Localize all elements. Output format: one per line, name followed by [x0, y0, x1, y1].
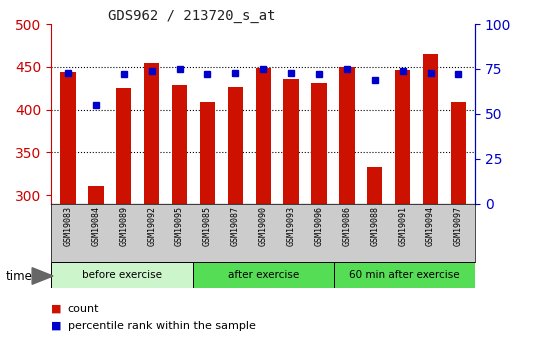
Text: GSM19096: GSM19096: [314, 206, 323, 246]
Bar: [367, 167, 382, 204]
Bar: [228, 87, 243, 204]
Bar: [334, 262, 475, 288]
Bar: [172, 85, 187, 204]
Text: GSM19087: GSM19087: [231, 206, 240, 246]
Text: before exercise: before exercise: [82, 270, 162, 280]
Bar: [284, 79, 299, 204]
Text: GSM19083: GSM19083: [64, 206, 72, 246]
Text: 60 min after exercise: 60 min after exercise: [349, 270, 460, 280]
Bar: [51, 262, 193, 288]
Bar: [312, 83, 327, 204]
Text: GSM19085: GSM19085: [203, 206, 212, 246]
Text: GSM19089: GSM19089: [119, 206, 129, 246]
Text: GSM19094: GSM19094: [426, 206, 435, 246]
Bar: [395, 70, 410, 204]
Text: GDS962 / 213720_s_at: GDS962 / 213720_s_at: [108, 9, 275, 23]
Bar: [339, 67, 355, 204]
Text: GSM19091: GSM19091: [398, 206, 407, 246]
Bar: [88, 186, 104, 204]
Bar: [200, 102, 215, 204]
Bar: [60, 72, 76, 204]
Text: time: time: [5, 269, 32, 283]
Text: ■: ■: [51, 304, 62, 314]
Text: GSM19093: GSM19093: [287, 206, 295, 246]
Text: GSM19092: GSM19092: [147, 206, 156, 246]
Bar: [423, 54, 438, 204]
Bar: [116, 88, 131, 204]
Polygon shape: [32, 268, 53, 284]
Text: GSM19086: GSM19086: [342, 206, 352, 246]
Text: ■: ■: [51, 321, 62, 331]
Text: GSM19090: GSM19090: [259, 206, 268, 246]
Text: GSM19084: GSM19084: [91, 206, 100, 246]
Bar: [144, 62, 159, 204]
Text: percentile rank within the sample: percentile rank within the sample: [68, 321, 255, 331]
Text: GSM19088: GSM19088: [370, 206, 379, 246]
Text: count: count: [68, 304, 99, 314]
Bar: [255, 68, 271, 204]
Text: GSM19097: GSM19097: [454, 206, 463, 246]
Text: GSM19095: GSM19095: [175, 206, 184, 246]
Bar: [193, 262, 334, 288]
Bar: [451, 102, 466, 204]
Text: after exercise: after exercise: [228, 270, 299, 280]
